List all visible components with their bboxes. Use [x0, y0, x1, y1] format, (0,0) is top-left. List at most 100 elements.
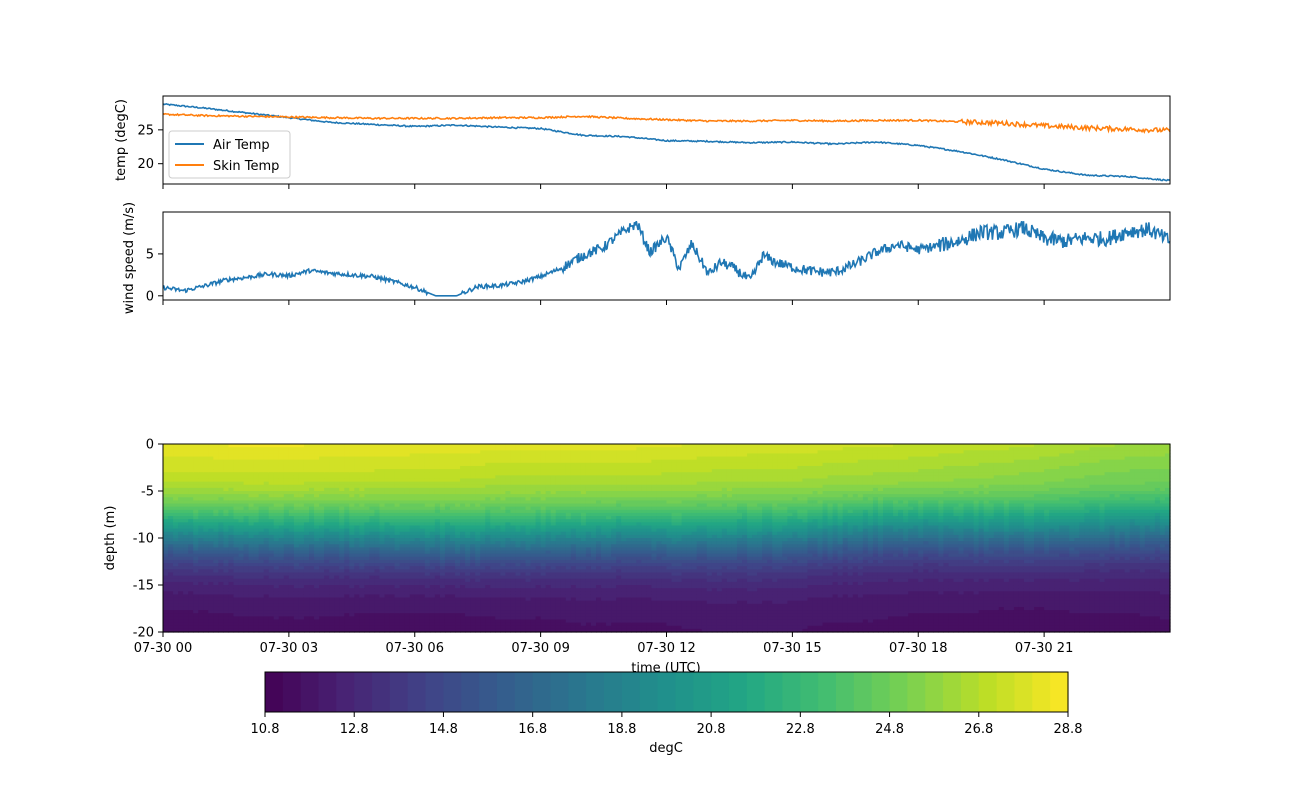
heatmap-cell	[188, 616, 194, 621]
heatmap-cell	[253, 569, 260, 574]
heatmap-cell	[525, 516, 532, 520]
heatmap-cell	[409, 610, 416, 614]
heatmap-cell	[213, 503, 219, 508]
heatmap-cell	[434, 456, 441, 461]
heatmap-cell	[263, 450, 270, 454]
heatmap-cell	[515, 500, 522, 505]
heatmap-cell	[419, 600, 426, 605]
heatmap-cell	[178, 606, 184, 611]
heatmap-cell	[213, 465, 219, 470]
heatmap-cell	[218, 544, 225, 548]
heatmap-cell	[339, 522, 345, 527]
heatmap-cell	[369, 619, 376, 624]
heatmap-cell	[480, 456, 486, 461]
heatmap-cell	[444, 519, 451, 523]
heatmap-cell	[309, 512, 315, 517]
heatmap-cell	[384, 547, 391, 552]
heatmap-cell	[520, 547, 527, 552]
heatmap-cell	[233, 578, 240, 583]
heatmap-cell	[344, 481, 350, 486]
heatmap-cell	[485, 497, 491, 501]
heatmap-cell	[384, 553, 391, 558]
heatmap-cell	[319, 541, 325, 545]
heatmap-cell	[223, 538, 230, 542]
heatmap-cell	[203, 619, 209, 624]
heatmap-cell	[344, 512, 350, 517]
heatmap-cell	[374, 610, 381, 614]
heatmap-cell	[278, 465, 285, 470]
heatmap-cell	[419, 469, 426, 473]
heatmap-cell	[540, 572, 547, 577]
heatmap-cell	[183, 491, 189, 495]
heatmap-cell	[510, 472, 517, 476]
heatmap-cell	[515, 462, 522, 467]
heatmap-cell	[178, 616, 184, 621]
heatmap-cell	[555, 481, 562, 486]
heatmap-cell	[550, 491, 557, 495]
heatmap-cell	[268, 469, 275, 473]
heatmap-cell	[450, 538, 456, 542]
heatmap-cell	[530, 622, 537, 627]
heatmap-cell	[560, 472, 567, 476]
heatmap-cell	[525, 538, 532, 542]
heatmap-cell	[359, 597, 365, 602]
heatmap-cell	[203, 616, 209, 621]
heatmap-cell	[303, 603, 310, 608]
heatmap-cell	[540, 500, 547, 505]
heatmap-cell	[500, 456, 506, 461]
heatmap-cell	[455, 585, 461, 589]
heatmap-cell	[183, 619, 189, 624]
heatmap-cell	[434, 613, 441, 617]
heatmap-cell	[575, 531, 582, 536]
heatmap-cell	[374, 528, 381, 533]
heatmap-cell	[324, 575, 330, 580]
heatmap-cell	[243, 547, 250, 552]
heatmap-cell	[339, 575, 345, 580]
heatmap-cell	[439, 616, 446, 621]
heatmap-cell	[465, 444, 471, 448]
heatmap-cell	[273, 525, 280, 530]
heatmap-cell	[173, 600, 179, 605]
heatmap-cell	[424, 491, 431, 495]
heatmap-cell	[510, 469, 517, 473]
heatmap-cell	[314, 538, 320, 542]
heatmap-cell	[389, 544, 396, 548]
heatmap-cell	[555, 588, 562, 592]
heatmap-cell	[570, 550, 577, 555]
heatmap-cell	[309, 541, 315, 545]
heatmap-cell	[384, 453, 391, 458]
heatmap-cell	[344, 447, 350, 451]
heatmap-cell	[480, 450, 486, 454]
heatmap-cell	[490, 497, 496, 501]
heatmap-cell	[555, 475, 562, 480]
heatmap-cell	[399, 556, 406, 561]
heatmap-cell	[575, 512, 582, 517]
heatmap-cell	[248, 600, 255, 605]
heatmap-cell	[510, 547, 517, 552]
heatmap-cell	[314, 465, 320, 470]
heatmap-cell	[233, 622, 240, 627]
heatmap-cell	[480, 478, 486, 483]
heatmap-cell	[278, 556, 285, 561]
heatmap-cell	[550, 497, 557, 501]
heatmap-cell	[475, 603, 481, 608]
heatmap-cell	[238, 509, 245, 514]
heatmap-cell	[525, 566, 532, 570]
heatmap-cell	[193, 597, 199, 602]
heatmap-cell	[545, 519, 552, 523]
heatmap-cell	[329, 541, 335, 545]
heatmap-cell	[500, 506, 506, 511]
heatmap-cell	[505, 606, 512, 611]
heatmap-cell	[515, 503, 522, 508]
heatmap-cell	[399, 625, 406, 630]
heatmap-cell	[525, 509, 532, 514]
heatmap-cell	[540, 494, 547, 498]
heatmap-cell	[525, 491, 532, 495]
heatmap-cell	[550, 447, 557, 451]
heatmap-cell	[399, 444, 406, 448]
heatmap-cell	[424, 522, 431, 527]
heatmap-cell	[495, 447, 501, 451]
heatmap-cell	[455, 509, 461, 514]
heatmap-cell	[223, 491, 230, 495]
heatmap-cell	[208, 588, 214, 592]
